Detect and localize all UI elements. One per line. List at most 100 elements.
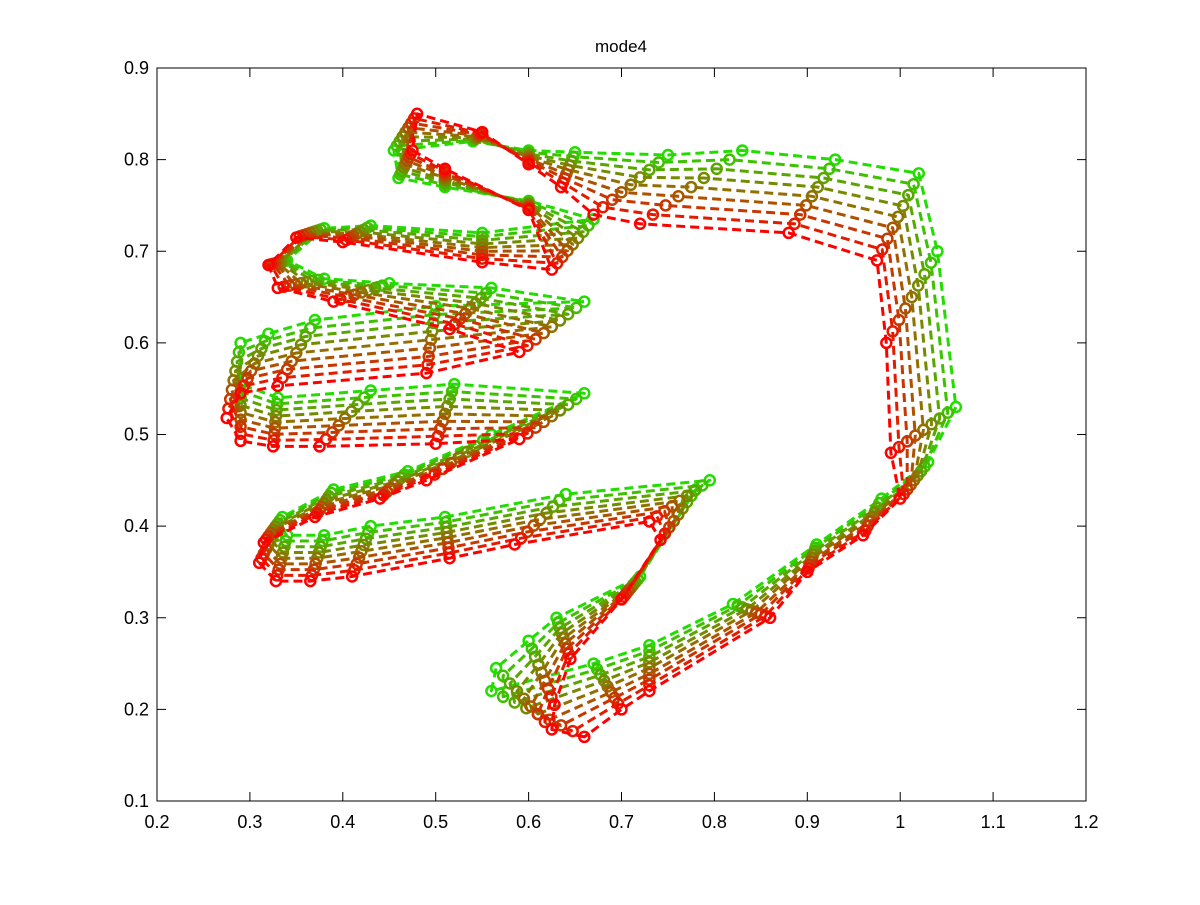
y-tick-label: 0.7	[124, 241, 149, 261]
x-tick-label: 0.2	[144, 812, 169, 832]
series-point	[508, 538, 521, 551]
series-point	[522, 157, 535, 171]
series-point	[428, 468, 441, 481]
series-point	[654, 533, 667, 547]
series-point	[605, 193, 619, 206]
series-point	[899, 302, 912, 315]
y-tick-label: 0.9	[124, 58, 149, 78]
series-point	[422, 350, 435, 363]
series-line	[232, 130, 925, 716]
series-point	[900, 435, 914, 448]
series-point	[624, 178, 638, 192]
series-point	[332, 419, 345, 432]
series-point	[917, 423, 930, 437]
x-tick-label: 1.2	[1073, 812, 1098, 832]
series-point	[234, 387, 247, 400]
series-point	[362, 283, 375, 297]
series-point	[355, 286, 368, 299]
series-point	[300, 275, 314, 289]
series-point	[646, 208, 660, 221]
series-point	[434, 422, 447, 436]
series-point	[510, 684, 524, 698]
series-point	[823, 162, 836, 176]
series-point	[617, 590, 631, 603]
series-point	[615, 593, 628, 606]
series-point	[782, 226, 795, 240]
series-point	[554, 180, 568, 194]
series-point	[561, 398, 575, 411]
series-point	[794, 208, 807, 221]
series-point	[269, 415, 282, 429]
series-point	[531, 707, 545, 721]
series-point	[436, 415, 449, 428]
x-tick-label: 0.6	[516, 812, 541, 832]
series-point	[423, 341, 437, 355]
series-point	[564, 652, 577, 666]
series-point	[615, 186, 628, 199]
series-point	[338, 412, 352, 425]
series-point	[529, 421, 542, 434]
series-point	[326, 426, 339, 439]
series-point	[443, 392, 456, 406]
series-point	[524, 700, 538, 713]
series-point	[569, 301, 583, 315]
series-point	[811, 180, 825, 194]
series-point	[234, 434, 247, 448]
series-point	[643, 163, 656, 177]
series-line	[228, 121, 909, 727]
series-point	[521, 339, 534, 352]
series-point	[475, 255, 489, 269]
series-point	[763, 611, 777, 625]
series-point	[262, 258, 275, 272]
series-point	[817, 171, 830, 185]
series-point	[503, 677, 517, 690]
series-point	[881, 232, 894, 245]
series-line	[239, 139, 958, 693]
series-point	[220, 411, 233, 425]
series-point	[485, 684, 498, 698]
series-point	[633, 171, 647, 184]
series-point	[537, 326, 550, 340]
series-point	[312, 546, 326, 559]
series-point	[578, 730, 591, 744]
x-tick-label: 1.1	[981, 812, 1006, 832]
series-point	[441, 400, 454, 413]
series-point	[884, 446, 898, 460]
series-point	[345, 405, 358, 418]
series-point	[880, 336, 893, 350]
series-point	[270, 397, 284, 411]
series-point	[569, 392, 583, 406]
series-point	[496, 669, 510, 683]
series-point	[909, 429, 922, 442]
series-point	[633, 217, 647, 231]
series-point	[546, 500, 560, 513]
series-point	[421, 358, 434, 372]
series-point	[517, 692, 531, 706]
series-point	[661, 148, 675, 162]
series-point	[553, 404, 567, 417]
series-point	[933, 412, 946, 425]
series-point	[309, 557, 322, 571]
series-point	[438, 407, 452, 421]
series-point	[358, 391, 371, 404]
series-layer	[220, 107, 963, 744]
series-point	[529, 333, 542, 346]
series-point	[545, 409, 559, 423]
series-point	[710, 162, 723, 176]
series-point	[271, 281, 285, 295]
series-point	[893, 492, 907, 505]
series-point	[351, 398, 365, 411]
series-point	[438, 162, 452, 176]
x-tick-label: 0.8	[702, 812, 727, 832]
series-point	[429, 437, 442, 450]
series-line	[230, 126, 917, 722]
series-point	[924, 256, 938, 269]
series-point	[369, 281, 382, 295]
series-point	[643, 515, 656, 528]
series-point	[313, 440, 326, 453]
series-point	[271, 379, 285, 393]
series-point	[886, 325, 899, 338]
series-point	[615, 703, 628, 716]
series-point	[513, 345, 526, 359]
